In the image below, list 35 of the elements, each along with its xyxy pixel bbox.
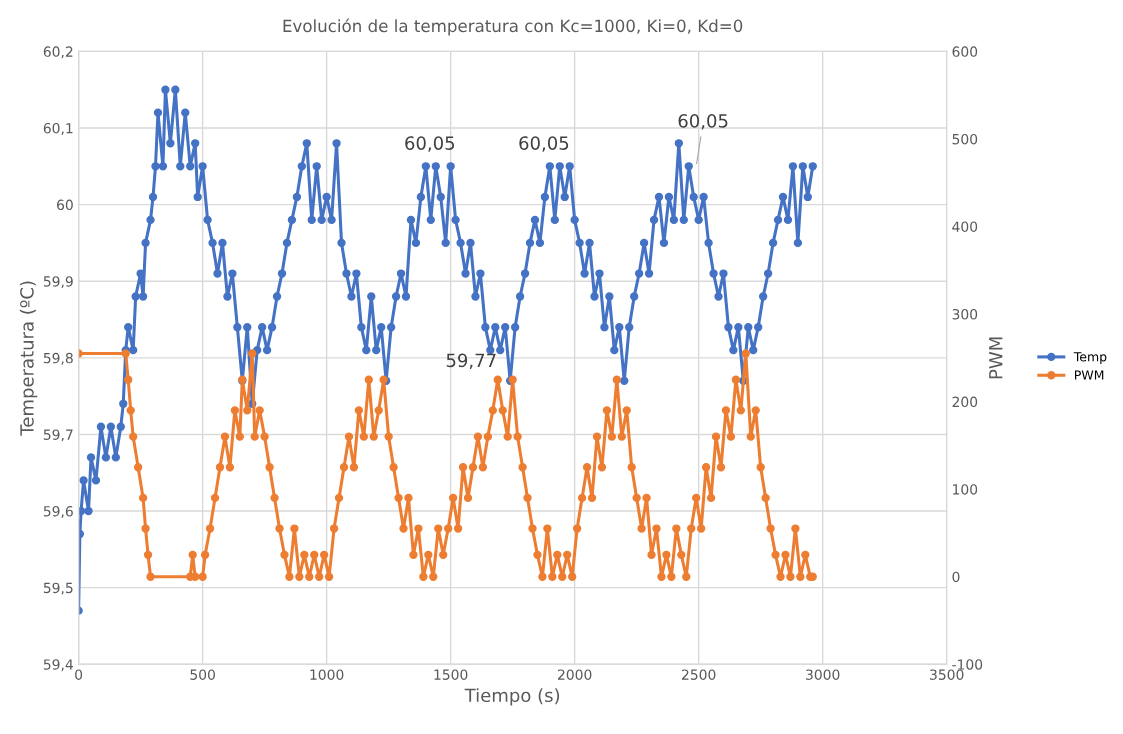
x-tick-label: 0 (75, 669, 83, 680)
x-tick-label: 2500 (682, 669, 716, 680)
y-tick-label: 59,5 (43, 582, 73, 595)
annotation: 60,05 (678, 114, 728, 130)
legend-label: PWM (1075, 370, 1104, 380)
x-tick-label: 3000 (806, 669, 840, 680)
y-axis-title: Temperatura (ºC) (19, 281, 38, 436)
y-tick-label: 59,8 (43, 352, 73, 365)
y2-tick-label: 100 (953, 484, 978, 495)
annotation: 60,05 (405, 136, 455, 152)
y2-tick-label: 600 (952, 46, 978, 57)
chart-title: Evolución de la temperatura con Kc=1000, Ki=0, Kd=0 (283, 18, 743, 36)
y2-tick-label: 400 (952, 221, 978, 232)
annotation: 60,05 (519, 136, 569, 152)
y-tick-label: 60,1 (43, 122, 73, 135)
x-tick-label: 500 (190, 669, 215, 680)
y2-tick-label: 500 (952, 133, 978, 145)
y-tick-label: 59,6 (43, 506, 73, 518)
annotation: 59,77 (446, 353, 496, 370)
x-tick-label: 1000 (310, 669, 344, 680)
y2-tick-label: 0 (952, 571, 960, 583)
x-tick-label: 1500 (434, 669, 468, 680)
y-tick-label: 59,4 (43, 659, 73, 672)
y-tick-label: 59,7 (43, 429, 73, 442)
x-tick-label: 2000 (558, 669, 592, 680)
y2-tick-label: -100 (952, 659, 983, 670)
y-tick-label: 60 (57, 199, 73, 211)
y2-axis-title: PWM (989, 337, 1003, 379)
x-axis-title: Tiempo (s) (464, 688, 560, 706)
y-tick-label: 59,9 (43, 276, 73, 289)
x-tick-label: 3500 (930, 669, 964, 680)
y2-tick-label: 200 (952, 396, 978, 408)
y-tick-label: 60,2 (43, 46, 73, 59)
legend-label: Temp (1073, 352, 1107, 364)
y2-tick-label: 300 (952, 309, 978, 320)
